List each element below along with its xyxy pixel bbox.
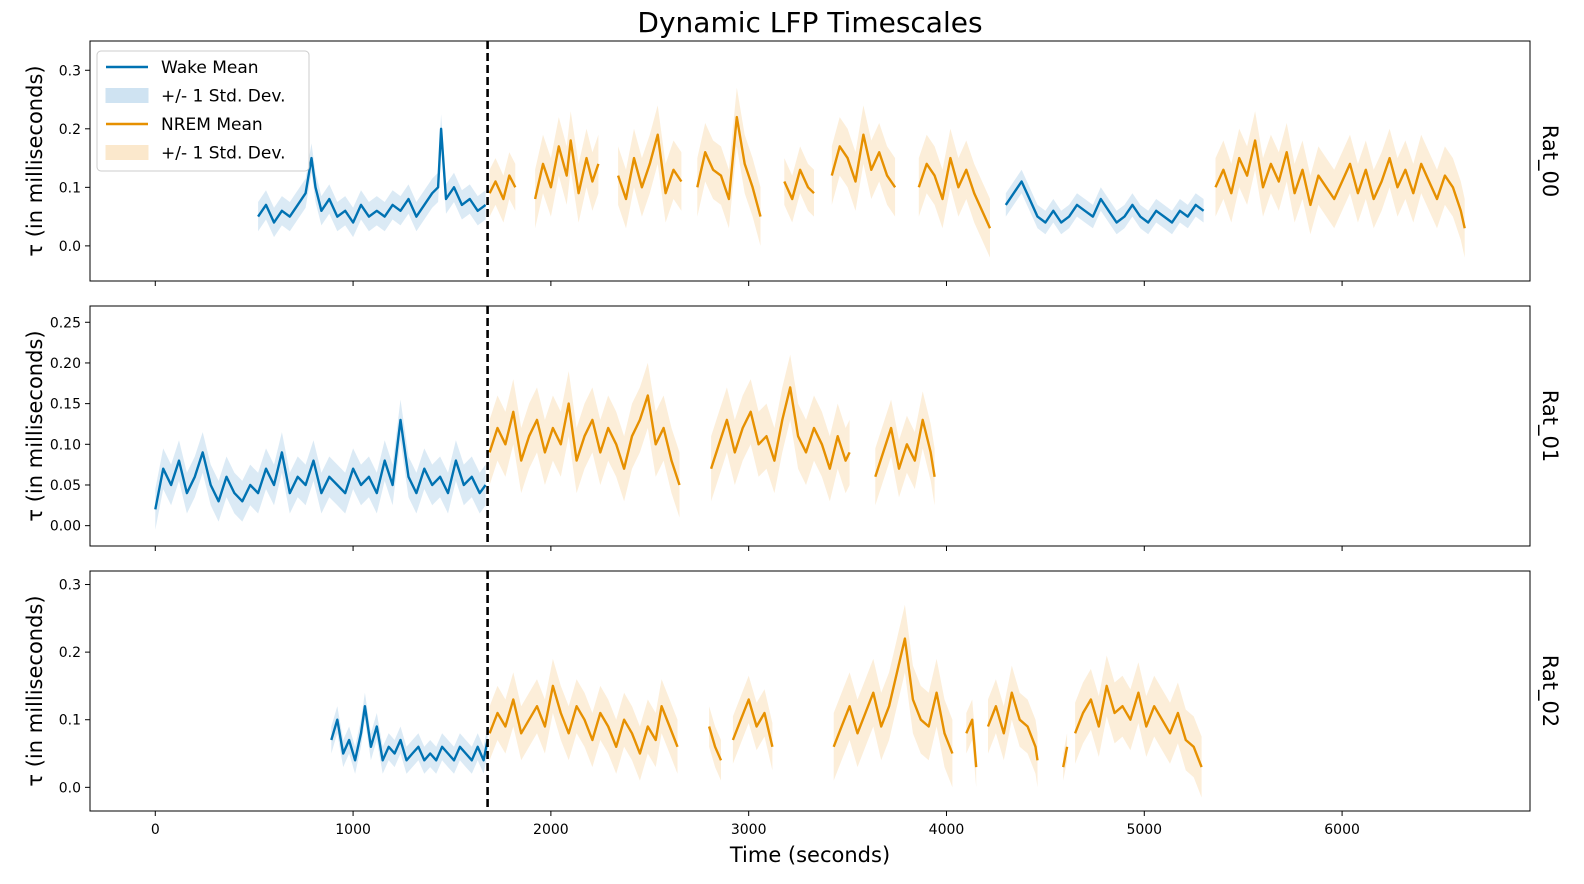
- nrem-mean-line: [488, 174, 517, 201]
- wake-std-band: [331, 692, 488, 774]
- wake-mean-line: [154, 418, 487, 510]
- panel-name-label: Rat_02: [1537, 655, 1562, 727]
- nrem-std-band: [732, 675, 773, 771]
- wake-std-band: [258, 114, 486, 238]
- y-tick-label: 0.1: [59, 180, 81, 196]
- nrem-mean-line: [1214, 139, 1466, 229]
- nrem-mean-line: [986, 691, 1039, 761]
- nrem-std-band: [988, 665, 1038, 788]
- nrem-mean-line: [1073, 684, 1203, 768]
- y-tick-label: 0.0: [59, 780, 81, 796]
- nrem-mean-line: [874, 418, 936, 478]
- wake-mean-line: [330, 705, 489, 762]
- legend-entry-label: +/- 1 Std. Dev.: [161, 144, 285, 164]
- nrem-mean-line: [965, 718, 978, 768]
- nrem-mean-line: [917, 156, 992, 229]
- y-tick-label: 0.2: [59, 122, 81, 138]
- nrem-mean-line: [731, 698, 774, 748]
- plot-area: [154, 354, 936, 530]
- x-axis-label: Time (seconds): [729, 843, 890, 867]
- x-tick-label: 1000: [335, 822, 371, 838]
- legend-entry-label: +/- 1 Std. Dev.: [161, 87, 285, 107]
- panel-rat-00: 0.0 0.1 0.2 0.3 τ (in milliseconds) Rat_00: [23, 40, 1562, 286]
- x-tick-label: 3000: [731, 822, 767, 838]
- nrem-std-band: [831, 105, 896, 217]
- y-axis-label: τ (in milliseconds): [23, 595, 47, 786]
- y-tick-label: 0.15: [50, 397, 81, 413]
- nrem-mean-line: [488, 394, 681, 486]
- plot-area: [330, 604, 1203, 798]
- legend-box: [96, 50, 310, 172]
- y-axis-label: τ (in milliseconds): [23, 65, 47, 256]
- nrem-mean-line: [709, 386, 851, 470]
- legend-band-swatch: [105, 145, 149, 160]
- nrem-std-band: [489, 152, 516, 223]
- nrem-mean-line: [830, 133, 897, 188]
- y-tick-label: 0.05: [50, 478, 81, 494]
- y-tick-label: 0.3: [59, 578, 81, 594]
- nrem-mean-line: [616, 133, 683, 201]
- nrem-std-band: [784, 146, 814, 223]
- legend-band-swatch: [105, 88, 149, 103]
- y-tick-label: 0.00: [50, 519, 81, 535]
- y-tick-label: 0.25: [50, 315, 81, 331]
- nrem-std-band: [918, 128, 990, 258]
- y-tick-label: 0.20: [50, 356, 81, 372]
- nrem-std-band: [833, 604, 953, 788]
- y-tick-label: 0.1: [59, 713, 81, 729]
- panel-rat-01: 0.00 0.05 0.10 0.15 0.20 0.25τ (in millisecon…: [23, 305, 1562, 551]
- x-tick-label: 0: [151, 822, 160, 838]
- panels: 0.00.10.20.3τ (in milliseconds) Rat_000.0…: [23, 40, 1562, 838]
- axes-frame: [89, 570, 1531, 812]
- y-tick-label: 0.10: [50, 437, 81, 453]
- y-tick-label: 0.0: [59, 239, 81, 255]
- wake-std-band: [1005, 169, 1204, 235]
- y-axis-label: τ (in milliseconds): [23, 330, 47, 521]
- x-tick-label: 4000: [929, 822, 965, 838]
- wake-mean-line: [257, 127, 487, 224]
- nrem-std-band: [489, 362, 680, 518]
- axes-frame: [89, 40, 1531, 282]
- panel-name-label: Rat_00: [1537, 125, 1562, 197]
- x-tick-label: 6000: [1324, 822, 1360, 838]
- wake-mean-line: [1004, 180, 1205, 224]
- x-tick-label: 5000: [1126, 822, 1162, 838]
- plot-area: [257, 87, 1466, 258]
- axes-frame: [89, 305, 1531, 547]
- panel-rat-02: 0.0 0.1 0.2 0.3 0 1000 2000 3000 4000 5000 6000 τ (…: [23, 570, 1562, 838]
- nrem-mean-line: [696, 115, 762, 217]
- nrem-mean-line: [1062, 746, 1069, 768]
- x-tick-label: 2000: [533, 822, 569, 838]
- nrem-mean-line: [488, 684, 679, 755]
- chart-title: Dynamic LFP Timescales: [637, 6, 982, 39]
- nrem-std-band: [966, 699, 977, 788]
- y-tick-label: 0.3: [59, 63, 81, 79]
- nrem-mean-line: [533, 139, 600, 200]
- legend-entry-label: NREM Mean: [161, 115, 263, 135]
- legend-entry-label: Wake Mean: [161, 58, 259, 78]
- nrem-mean-line: [783, 168, 815, 201]
- nrem-std-band: [697, 87, 761, 246]
- nrem-mean-line: [832, 637, 954, 754]
- nrem-mean-line: [707, 726, 723, 761]
- legend: Wake Mean +/- 1 Std. Dev. NREM Mean +/- 1 S…: [96, 50, 310, 172]
- panel-name-label: Rat_01: [1537, 390, 1562, 462]
- y-tick-label: 0.2: [59, 645, 81, 661]
